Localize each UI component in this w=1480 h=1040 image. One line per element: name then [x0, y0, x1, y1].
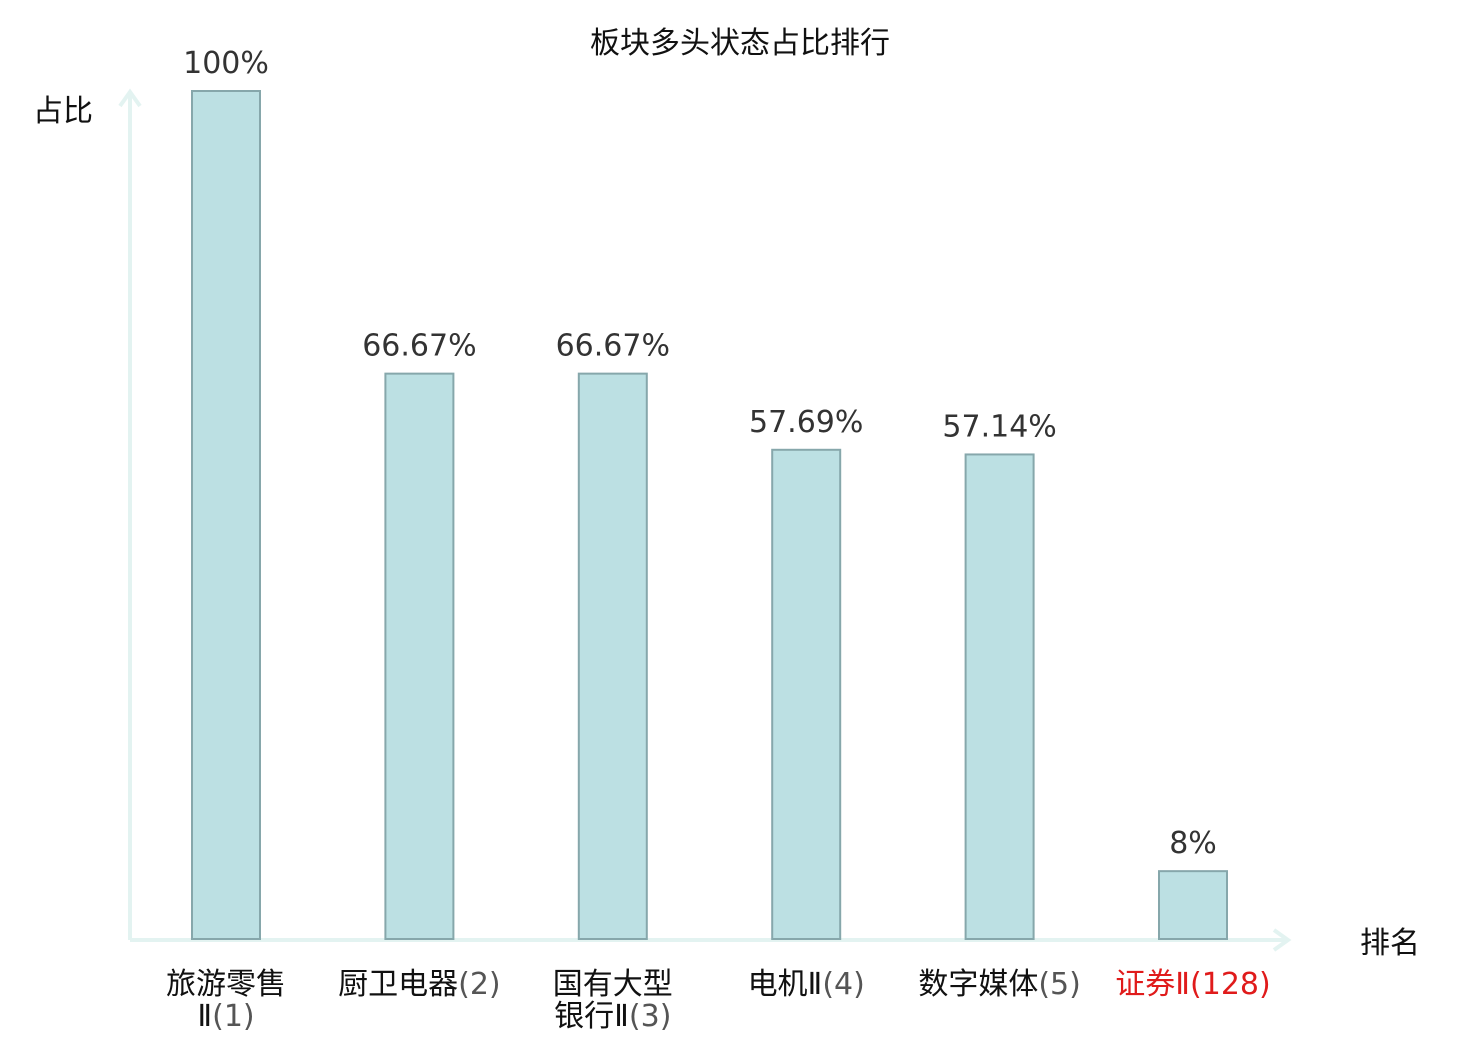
chart-title: 板块多头状态占比排行: [590, 26, 890, 61]
bar-5: [964, 453, 1035, 940]
category-rank: (5): [1038, 967, 1081, 1002]
category-rank: (4): [822, 967, 865, 1002]
category-labels: 旅游零售 Ⅱ(1) 厨卫电器(2) 国有大型银行Ⅱ(3) 电机Ⅱ(4) 数字媒体(5) 证券…: [166, 967, 1271, 1034]
x-axis-label: 排名: [1360, 926, 1420, 961]
value-label-1: 100%: [183, 46, 269, 81]
category-name-line: 证券Ⅱ: [1115, 967, 1190, 1002]
value-label-3: 66.67%: [556, 329, 670, 364]
category-name-line: 数字媒体: [918, 967, 1038, 1002]
y-axis: [118, 88, 142, 940]
value-label-5: 57.14%: [942, 409, 1056, 444]
bar-series: [191, 90, 1228, 940]
category-label-4: 电机Ⅱ(4): [748, 967, 865, 1002]
bar-2: [384, 372, 455, 940]
x-axis-arrow-icon: [1272, 928, 1292, 952]
bar-4: [771, 448, 842, 940]
category-label-3: 国有大型银行Ⅱ(3): [553, 967, 673, 1034]
bar-1: [191, 90, 261, 940]
value-label-2: 66.67%: [362, 329, 476, 364]
category-name-line: Ⅱ: [197, 999, 212, 1034]
category-label-6: 证券Ⅱ(128): [1115, 967, 1270, 1002]
category-name-line: 国有大型: [553, 967, 673, 1002]
category-name-line: 旅游零售: [166, 967, 286, 1002]
y-axis-label: 占比: [33, 94, 93, 129]
category-label-2: 厨卫电器(2): [338, 967, 501, 1002]
bar-3: [577, 372, 648, 940]
x-axis: [130, 928, 1292, 952]
category-rank: (128): [1190, 967, 1271, 1002]
category-name-line: 电机Ⅱ: [748, 967, 823, 1002]
category-name-line: 厨卫电器: [338, 967, 458, 1002]
category-rank: (3): [629, 999, 672, 1034]
category-name-line: 银行Ⅱ: [554, 999, 629, 1034]
category-rank: (1): [212, 999, 255, 1034]
category-label-5: 数字媒体(5): [918, 967, 1081, 1002]
category-label-1: 旅游零售 Ⅱ(1): [166, 967, 286, 1034]
bar-6: [1158, 870, 1228, 940]
value-labels: 100% 66.67% 66.67% 57.69% 57.14% 8%: [183, 46, 1217, 861]
y-axis-arrow-icon: [118, 88, 142, 108]
category-rank: (2): [458, 967, 501, 1002]
value-label-4: 57.69%: [749, 405, 863, 440]
value-label-6: 8%: [1169, 826, 1217, 861]
